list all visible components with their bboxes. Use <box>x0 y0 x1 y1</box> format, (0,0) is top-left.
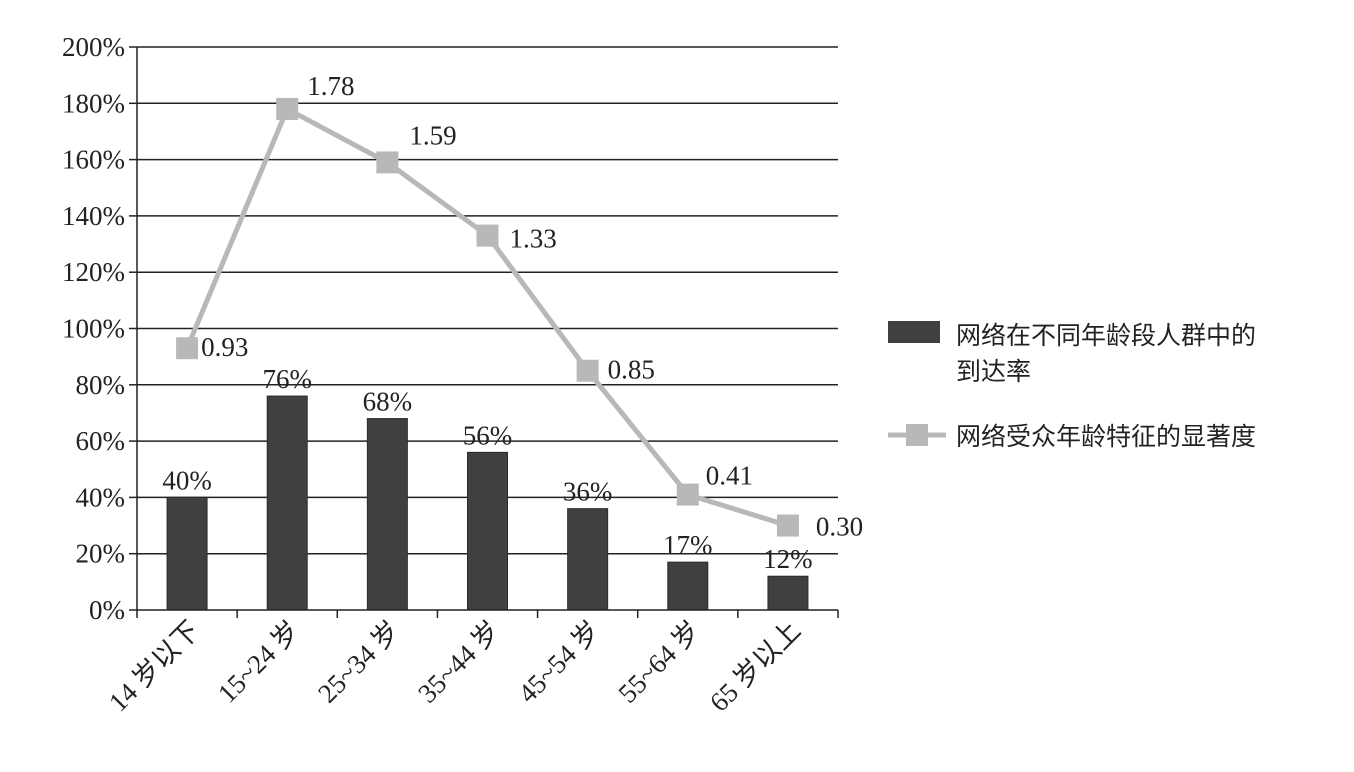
label-layer: 40% 76% 68% 56% 36% 17% 12% 0.93 1.78 1.59 1.33 0.8… <box>162 71 863 574</box>
y-tick-label: 60% <box>76 426 126 456</box>
legend-bar-swatch <box>888 321 940 343</box>
y-tick-label: 160% <box>62 145 125 175</box>
line-point <box>476 224 499 247</box>
line-data-label: 0.41 <box>706 461 753 491</box>
x-tick-label: 15~24 岁 <box>212 615 306 709</box>
line-data-label: 1.33 <box>510 224 557 254</box>
y-tick-label: 100% <box>62 314 125 344</box>
x-tick-label: 14 岁以下 <box>103 615 205 717</box>
legend-bar-label-line2: 到达率 <box>956 358 1031 386</box>
line-data-label: 1.78 <box>307 71 354 101</box>
y-tick-label: 80% <box>76 370 126 400</box>
line-layer <box>176 97 799 537</box>
x-tick-label: 45~54 岁 <box>512 615 606 709</box>
line-data-label: 0.93 <box>201 332 248 362</box>
y-tick-label: 120% <box>62 257 125 287</box>
line-point <box>376 151 399 174</box>
line-point <box>776 514 799 537</box>
legend-bar-label-line1: 网络在不同年龄段人群中的 <box>956 322 1256 350</box>
line-data-label: 0.30 <box>816 512 863 542</box>
bar <box>266 395 308 611</box>
bar <box>767 575 809 611</box>
line-point <box>676 483 699 506</box>
bar <box>467 451 508 611</box>
y-tick-label: 180% <box>62 88 125 118</box>
x-tick-label: 35~44 岁 <box>412 615 506 709</box>
line-data-label: 1.59 <box>409 120 456 150</box>
x-tick-label: 25~34 岁 <box>312 615 406 709</box>
x-tick-label: 55~64 岁 <box>612 615 706 709</box>
y-tick-label: 40% <box>76 482 126 512</box>
bar-data-label: 40% <box>162 465 212 495</box>
legend-line-label: 网络受众年龄特征的显著度 <box>956 423 1256 451</box>
grid-layer <box>137 46 838 555</box>
y-tick-label: 0% <box>89 595 125 625</box>
y-tick-label: 20% <box>76 539 126 569</box>
bar <box>667 561 709 611</box>
legend: 网络在不同年龄段人群中的 到达率 网络受众年龄特征的显著度 <box>888 321 1256 451</box>
y-tick-label: 200% <box>62 32 125 62</box>
x-tick-label: 65 岁以上 <box>704 615 806 717</box>
legend-line-marker <box>906 424 928 446</box>
line-point <box>276 97 299 120</box>
line-point <box>176 337 199 360</box>
line-data-label: 0.85 <box>608 355 655 385</box>
bar-data-label: 17% <box>663 530 713 560</box>
bar <box>166 496 208 611</box>
bar-data-label: 36% <box>563 477 613 507</box>
bar-data-label: 68% <box>363 387 413 417</box>
bar <box>366 418 408 611</box>
bar <box>567 508 609 611</box>
bar-data-label: 76% <box>262 364 312 394</box>
line-point <box>576 359 599 382</box>
y-tick-label: 140% <box>62 201 125 231</box>
bar-data-label: 12% <box>763 544 813 574</box>
bar-data-label: 56% <box>463 420 513 450</box>
